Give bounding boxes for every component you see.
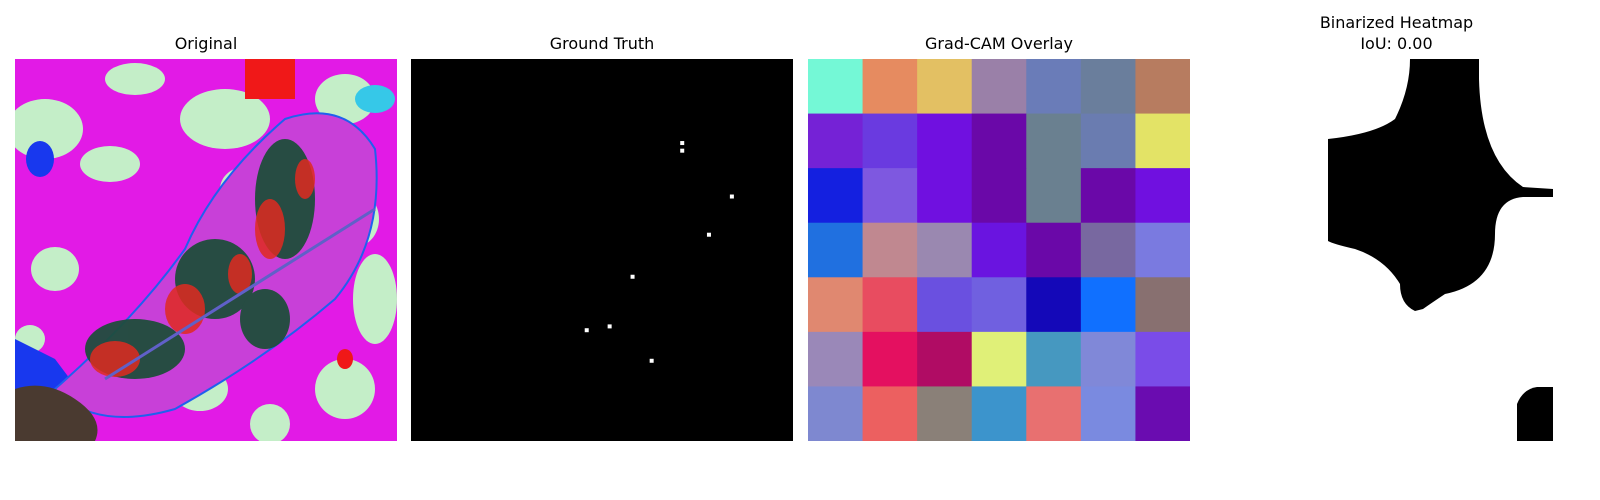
binarized-heatmap-title: Binarized Heatmap <box>1319 13 1474 32</box>
gradcam-cell <box>1080 59 1136 115</box>
gradcam-cell <box>1135 168 1190 224</box>
gradcam-cell <box>1080 113 1136 169</box>
ground-truth-title: Ground Truth <box>549 34 655 53</box>
gradcam-cell <box>917 386 973 441</box>
ground-truth-point <box>680 148 685 153</box>
gradcam-cell <box>1026 222 1082 278</box>
binarized-heatmap <box>1205 59 1588 441</box>
gradcam-cell <box>808 168 864 224</box>
gradcam-cell <box>862 331 918 387</box>
gradcam-cell <box>971 168 1027 224</box>
gradcam-cell <box>917 222 973 278</box>
gradcam-cell <box>1135 113 1190 169</box>
gradcam-cell <box>971 113 1027 169</box>
gradcam-cell <box>917 277 973 333</box>
gradcam-cell <box>808 222 864 278</box>
ground-truth-point <box>649 358 654 363</box>
ground-truth-point <box>630 274 635 279</box>
gradcam-overlay-grid <box>808 59 1190 441</box>
gradcam-cell <box>808 386 864 441</box>
ground-truth-point <box>706 232 711 237</box>
gradcam-cell <box>808 277 864 333</box>
gradcam-cell <box>1026 386 1082 441</box>
gradcam-cell <box>862 222 918 278</box>
gradcam-cell <box>1135 386 1190 441</box>
gradcam-cell <box>1135 59 1190 115</box>
gradcam-cell <box>917 168 973 224</box>
gradcam-cell <box>1080 277 1136 333</box>
gradcam-cell <box>808 331 864 387</box>
ground-truth-point <box>680 141 685 146</box>
gradcam-cell <box>917 331 973 387</box>
gradcam-overlay-title: Grad-CAM Overlay <box>925 34 1073 53</box>
iou-label: IoU: 0.00 <box>1360 34 1433 53</box>
binarized-region-main <box>1328 59 1553 311</box>
gradcam-cell <box>1135 277 1190 333</box>
gradcam-cell <box>862 277 918 333</box>
ground-truth-mask <box>411 59 793 441</box>
ground-truth-point <box>584 328 589 333</box>
gradcam-cell <box>808 113 864 169</box>
gradcam-cell <box>917 113 973 169</box>
gradcam-cell <box>1135 331 1190 387</box>
binarized-region-corner <box>1517 387 1553 441</box>
gradcam-cell <box>1080 168 1136 224</box>
gradcam-cell <box>1026 277 1082 333</box>
gradcam-cell <box>1026 59 1082 115</box>
gradcam-cell <box>862 386 918 441</box>
gradcam-cell <box>862 59 918 115</box>
ground-truth-point <box>607 324 612 329</box>
gradcam-cell <box>1080 386 1136 441</box>
gradcam-cell <box>862 168 918 224</box>
gradcam-cell <box>917 59 973 115</box>
gradcam-cell <box>1135 222 1190 278</box>
ground-truth-point <box>729 194 734 199</box>
original-image <box>15 59 397 441</box>
gradcam-cell <box>862 113 918 169</box>
gradcam-cell <box>971 331 1027 387</box>
gradcam-cell <box>1026 113 1082 169</box>
gradcam-cell <box>1026 331 1082 387</box>
gradcam-cell <box>971 277 1027 333</box>
gradcam-cell <box>971 59 1027 115</box>
gradcam-cell <box>808 59 864 115</box>
gradcam-cell <box>1080 331 1136 387</box>
original-title: Original <box>174 34 238 53</box>
gradcam-cell <box>1026 168 1082 224</box>
gradcam-cell <box>971 386 1027 441</box>
gradcam-cell <box>1080 222 1136 278</box>
gradcam-cell <box>971 222 1027 278</box>
